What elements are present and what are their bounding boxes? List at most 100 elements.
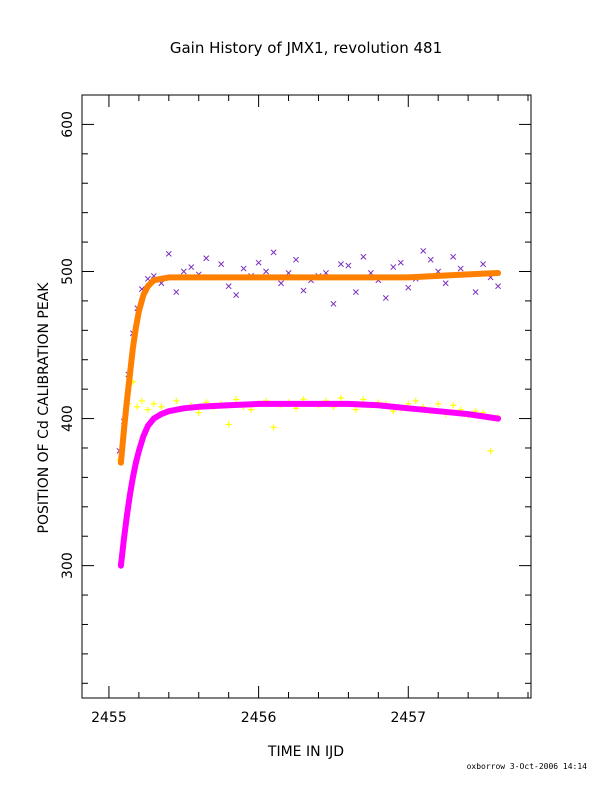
data-point (457, 265, 464, 272)
fit-point (158, 276, 165, 282)
fit-point (118, 562, 124, 569)
data-point (300, 287, 307, 294)
data-point (360, 253, 367, 260)
data-point (225, 421, 232, 428)
fit-line-2 (117, 270, 502, 466)
data-point (165, 250, 172, 257)
data-point (233, 396, 240, 403)
data-point (487, 447, 494, 455)
data-point (188, 264, 195, 271)
fit-point (285, 274, 292, 281)
fit-point (130, 474, 136, 481)
x-tick-label: 2455 (91, 710, 127, 726)
fit-point (124, 512, 130, 519)
fit-point (180, 405, 187, 412)
data-point (158, 403, 165, 410)
fit-point (345, 274, 352, 281)
fit-point (133, 459, 139, 466)
fit-point (255, 274, 262, 281)
chart-title: Gain History of JMX1, revolution 481 (170, 39, 442, 57)
fit-point (158, 411, 165, 417)
x-tick-labels: 2455 2456 2457 (91, 710, 426, 726)
fit-point (145, 283, 151, 289)
data-point (360, 396, 367, 403)
data-point (472, 289, 479, 296)
fit-point (133, 324, 139, 331)
fit-point (465, 271, 471, 278)
data-point (195, 409, 202, 416)
fit-point (435, 408, 442, 415)
fit-point (375, 402, 382, 409)
data-point (180, 268, 187, 275)
x-tick-label: 2456 (241, 710, 277, 726)
fit-point (315, 401, 322, 407)
fit-point (495, 270, 501, 276)
data-point (150, 400, 157, 407)
fit-point (315, 274, 322, 281)
fit-point (345, 401, 352, 407)
data-point (173, 289, 180, 296)
data-point (138, 397, 145, 405)
fit-point (127, 492, 133, 498)
fit-point (435, 273, 442, 279)
data-point (345, 262, 352, 269)
series-1 (116, 378, 502, 463)
data-point (248, 406, 255, 413)
data-point (240, 265, 247, 272)
data-point (427, 256, 434, 263)
data-point (203, 255, 210, 262)
data-point (397, 259, 404, 266)
data-point (270, 249, 277, 256)
fit-point (166, 408, 172, 415)
data-point (382, 295, 389, 301)
data-point (278, 280, 285, 287)
data-point (270, 424, 277, 431)
fit-point (180, 274, 187, 281)
data-point (390, 264, 397, 271)
x-tick-label: 2457 (390, 710, 426, 726)
data-point (352, 289, 359, 296)
x-axis-label: TIME IN IJD (267, 744, 344, 760)
data-point (225, 283, 232, 290)
data-point (263, 268, 270, 275)
fit-point (136, 308, 142, 314)
fit-point (121, 536, 127, 542)
plot-frame (81, 94, 532, 699)
fit-point (285, 401, 292, 407)
fit-point (405, 274, 412, 281)
fit-point (195, 403, 202, 410)
data-point (173, 397, 180, 405)
data-point (442, 280, 449, 287)
y-tick-labels: 300 400 500 600 (60, 111, 76, 579)
data-point (337, 261, 344, 268)
fit-point (140, 433, 147, 440)
footer-stamp: oxborrow 3-Oct-2006 14:14 (467, 762, 588, 771)
fit-point (465, 411, 471, 417)
fit-point (195, 274, 202, 281)
data-point (144, 406, 151, 413)
fit-point (127, 371, 133, 378)
y-axis-label: POSITION OF Cd CALIBRATION PEAK (36, 282, 52, 534)
data-point (352, 406, 359, 413)
fit-point (225, 274, 232, 281)
data-point (330, 300, 337, 307)
fit-point (130, 345, 136, 351)
data-point (412, 397, 419, 405)
fit-point (118, 459, 124, 466)
series-layer (116, 247, 502, 569)
fit-point (405, 405, 412, 412)
data-point (255, 259, 262, 266)
y-tick-label: 600 (60, 111, 76, 138)
data-point (480, 261, 487, 268)
fit-point (166, 274, 172, 281)
fit-point (151, 415, 157, 422)
series-2 (117, 270, 502, 466)
fit-line-3 (117, 400, 502, 569)
fit-point (225, 402, 232, 409)
y-tick-label: 500 (60, 258, 76, 285)
fit-point (151, 277, 157, 284)
data-point (293, 256, 299, 263)
data-point (450, 402, 457, 409)
data-point (337, 394, 345, 402)
data-point (450, 253, 457, 260)
